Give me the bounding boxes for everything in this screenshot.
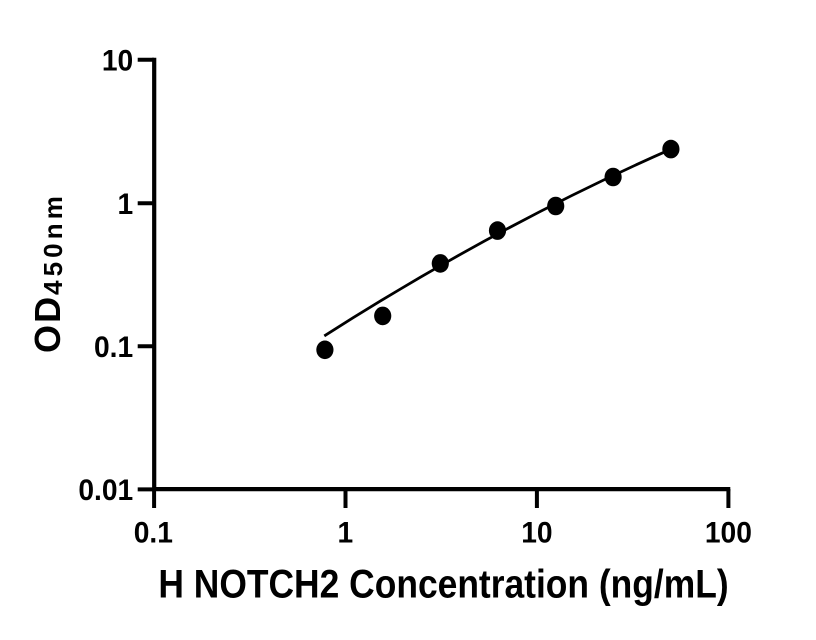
svg-text:OD450nm: OD450nm (27, 192, 68, 353)
svg-text:100: 100 (705, 517, 752, 550)
svg-text:1: 1 (337, 517, 353, 550)
svg-text:0.1: 0.1 (94, 331, 133, 364)
svg-text:10: 10 (102, 45, 133, 78)
svg-text:0.01: 0.01 (78, 474, 133, 507)
svg-text:0.1: 0.1 (134, 517, 173, 550)
svg-text:H NOTCH2 Concentration (ng/mL): H NOTCH2 Concentration (ng/mL) (158, 563, 728, 607)
svg-text:1: 1 (118, 188, 134, 221)
svg-text:10: 10 (521, 517, 552, 550)
